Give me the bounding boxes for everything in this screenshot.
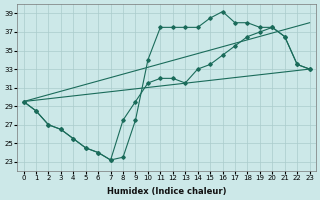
X-axis label: Humidex (Indice chaleur): Humidex (Indice chaleur) — [107, 187, 226, 196]
